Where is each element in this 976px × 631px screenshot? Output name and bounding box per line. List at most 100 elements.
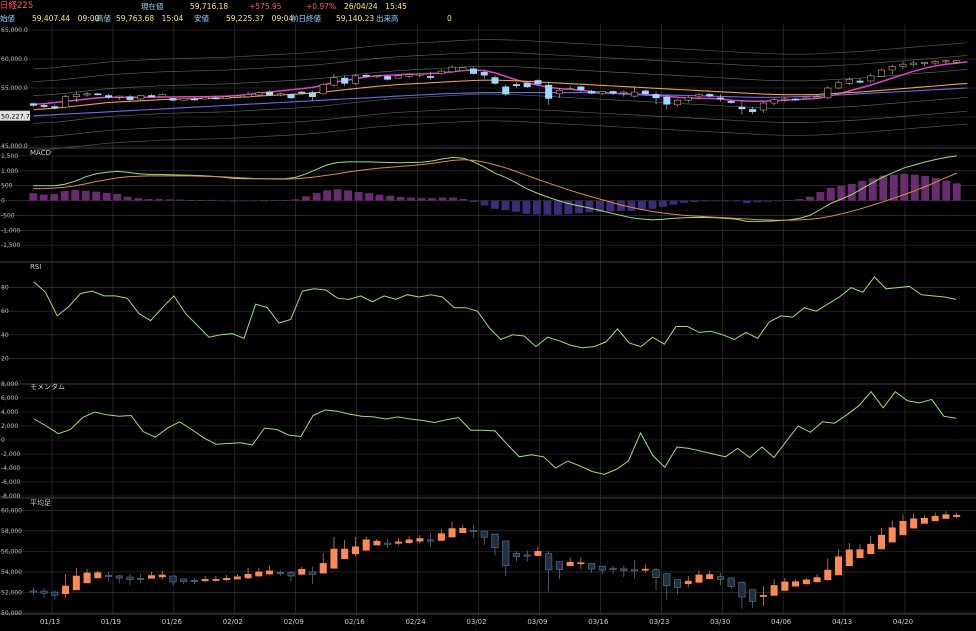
- price-candle: [706, 94, 714, 97]
- ha-candle: [373, 540, 381, 546]
- macd-histogram-bar: [249, 200, 258, 202]
- macd-histogram-bar: [197, 199, 206, 201]
- price-candle: [512, 84, 520, 86]
- band-lower-line: [33, 93, 968, 124]
- price-candle: [716, 97, 724, 100]
- y-tick-label: 50,000: [1, 610, 22, 617]
- low-label: 安値: [194, 14, 209, 23]
- y-tick-label: 8,000: [1, 381, 18, 388]
- macd-histogram-bar: [837, 185, 846, 201]
- price-candle: [588, 91, 596, 94]
- price-candle: [931, 61, 939, 64]
- macd-histogram-bar: [134, 198, 143, 201]
- ha-candle: [180, 578, 188, 582]
- macd-histogram-bar: [428, 198, 436, 201]
- y-tick-label: 1,000: [1, 168, 18, 175]
- price-candle: [427, 76, 435, 78]
- ma_short-line: [33, 61, 968, 105]
- ha-candle: [824, 569, 832, 581]
- band-upper-line: [33, 39, 968, 70]
- price-candle: [491, 77, 499, 84]
- macd-histogram-bar: [753, 200, 762, 203]
- ha-candle: [491, 533, 499, 549]
- x-tick-label: 04/06: [771, 618, 792, 626]
- ha-candle: [695, 574, 703, 583]
- macd-histogram-bar: [375, 194, 384, 201]
- y-tick-label: 40: [1, 332, 9, 339]
- macd-histogram-bar: [700, 200, 709, 202]
- open-value: 59,407.44 09:00: [32, 14, 100, 23]
- macd-histogram-bar: [60, 191, 69, 201]
- y-tick-label: 0: [1, 437, 5, 444]
- x-tick-label: 03/02: [466, 618, 486, 626]
- macd-histogram-bar: [218, 200, 227, 202]
- y-tick-label: -4,000: [1, 465, 21, 472]
- ha-candle: [502, 540, 510, 567]
- ha-candle: [233, 576, 241, 580]
- macd-histogram-bar: [606, 200, 615, 212]
- macd-histogram-bar: [207, 200, 216, 202]
- price-candle: [641, 90, 649, 95]
- macd-histogram-bar: [847, 183, 856, 201]
- macd-histogram-bar: [554, 200, 562, 215]
- ha-candle: [845, 549, 853, 567]
- y-tick-label: -1,000: [1, 227, 21, 234]
- macd-histogram-bar: [81, 190, 90, 201]
- open-label: 始値: [0, 14, 15, 23]
- price-candle: [351, 75, 359, 84]
- ha-candle: [330, 548, 338, 569]
- price-candle: [759, 102, 767, 111]
- price-candle: [72, 94, 80, 97]
- ma_long-line: [33, 87, 968, 117]
- macd-histogram-bar: [144, 199, 153, 201]
- price-candle: [341, 77, 349, 84]
- macd-histogram-bar: [92, 191, 101, 201]
- x-tick-label: 04/20: [893, 618, 913, 626]
- price-candle: [287, 94, 295, 99]
- ha-candle: [545, 553, 553, 571]
- ha-candle: [83, 572, 91, 584]
- current-value: 59,716.18: [190, 2, 229, 11]
- macd-histogram-bar: [816, 191, 825, 201]
- macd-histogram-bar: [270, 200, 279, 202]
- price-candle: [598, 91, 606, 95]
- macd-histogram-bar: [344, 190, 353, 201]
- macd-histogram-bar: [417, 198, 426, 201]
- price-candle: [255, 92, 263, 96]
- panel-title: モメンタム: [30, 382, 65, 391]
- datetime-value: 26/04/24 15:45: [344, 2, 407, 11]
- price-candle: [910, 62, 918, 66]
- low-value: 59,225.37 09:04: [226, 14, 294, 23]
- price-candle: [920, 62, 928, 64]
- macd-histogram-bar: [39, 194, 48, 201]
- ha-candle: [920, 517, 928, 524]
- macd-histogram-bar: [491, 200, 499, 209]
- price-candle: [83, 93, 91, 96]
- macd-histogram-bar: [711, 200, 720, 202]
- y-tick-label: 65,000.0: [1, 27, 28, 34]
- price-candle: [695, 94, 703, 97]
- ha-candle: [201, 579, 209, 582]
- ha-candle: [212, 579, 220, 581]
- y-tick-label: 52,000: [1, 589, 22, 596]
- price-candle: [298, 91, 306, 94]
- ha-candle: [738, 581, 746, 598]
- price-candle: [877, 69, 886, 77]
- macd-histogram-bar: [868, 178, 877, 201]
- macd-histogram-bar: [386, 195, 394, 201]
- ha-candle: [620, 568, 628, 571]
- current-price-label: 50,227.77: [1, 113, 34, 121]
- ma_mid-line: [33, 79, 968, 111]
- price-candle: [190, 98, 198, 101]
- ha-candle: [512, 553, 520, 557]
- macd-histogram-bar: [323, 190, 332, 201]
- macd-histogram-bar: [585, 200, 594, 213]
- macd-histogram-bar: [407, 197, 415, 201]
- ha-candle: [910, 518, 918, 529]
- price-candle: [577, 86, 585, 91]
- macd-histogram-bar: [596, 200, 604, 212]
- macd-histogram-bar: [291, 199, 300, 201]
- macd-histogram-bar: [165, 199, 174, 201]
- ha-candle: [287, 572, 295, 577]
